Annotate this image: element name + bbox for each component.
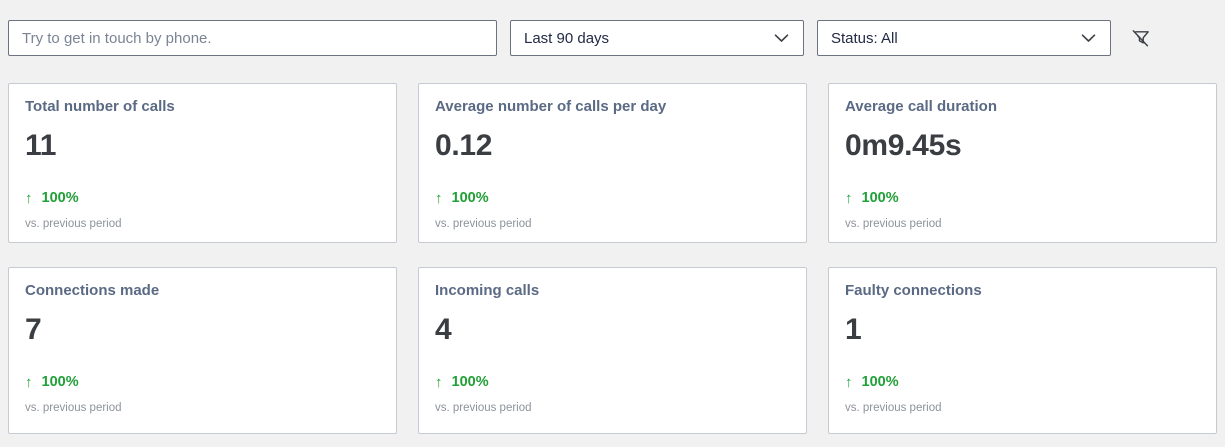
delta-value: 100% [861, 189, 899, 206]
comparison-note: vs. previous period [25, 401, 122, 414]
comparison-note: vs. previous period [435, 217, 532, 230]
card-delta: ↑ 100% [845, 190, 1200, 208]
stats-grid: Total number of calls 11 ↑ 100% vs. prev… [0, 83, 1225, 434]
comparison-note: vs. previous period [845, 217, 942, 230]
card-value: 7 [25, 313, 42, 346]
trend-up-icon: ↑ [25, 189, 33, 207]
card-title: Incoming calls [435, 282, 540, 299]
comparison-note: vs. previous period [435, 401, 532, 414]
chevron-down-icon [1081, 33, 1096, 42]
delta-value: 100% [451, 189, 489, 206]
card-delta: ↑ 100% [435, 190, 790, 208]
trend-up-icon: ↑ [435, 373, 443, 391]
trend-up-icon: ↑ [845, 189, 853, 207]
delta-value: 100% [861, 373, 899, 390]
card-delta: ↑ 100% [25, 190, 380, 208]
trend-up-icon: ↑ [845, 373, 853, 391]
clear-filters-button[interactable] [1125, 23, 1156, 54]
trend-up-icon: ↑ [435, 189, 443, 207]
stat-card-total-calls: Total number of calls 11 ↑ 100% vs. prev… [8, 83, 397, 243]
stat-card-connections-made: Connections made 7 ↑ 100% vs. previous p… [8, 267, 397, 434]
search-input[interactable] [8, 20, 497, 56]
card-title: Faulty connections [845, 282, 982, 299]
trend-up-icon: ↑ [25, 373, 33, 391]
card-value: 11 [25, 129, 57, 162]
card-delta: ↑ 100% [25, 374, 380, 392]
status-select[interactable]: Status: All [817, 20, 1111, 56]
card-title: Average number of calls per day [435, 98, 667, 115]
delta-value: 100% [41, 373, 79, 390]
card-value: 0.12 [435, 129, 493, 162]
delta-value: 100% [41, 189, 79, 206]
delta-value: 100% [451, 373, 489, 390]
period-select[interactable]: Last 90 days [510, 20, 804, 56]
comparison-note: vs. previous period [25, 217, 122, 230]
card-value: 1 [845, 313, 862, 346]
stat-card-faulty-connections: Faulty connections 1 ↑ 100% vs. previous… [828, 267, 1217, 434]
period-select-value: Last 90 days [524, 29, 610, 47]
status-select-value: Status: All [831, 29, 898, 47]
stat-card-avg-calls-per-day: Average number of calls per day 0.12 ↑ 1… [418, 83, 807, 243]
card-delta: ↑ 100% [435, 374, 790, 392]
card-title: Connections made [25, 282, 160, 299]
card-value: 0m9.45s [845, 129, 962, 162]
chevron-down-icon [774, 33, 789, 42]
card-value: 4 [435, 313, 452, 346]
card-title: Average call duration [845, 98, 997, 115]
filter-toolbar: Last 90 days Status: All [0, 0, 1225, 56]
stat-card-incoming-calls: Incoming calls 4 ↑ 100% vs. previous per… [418, 267, 807, 434]
filter-off-icon [1132, 29, 1149, 47]
card-title: Total number of calls [25, 98, 175, 115]
card-delta: ↑ 100% [845, 374, 1200, 392]
comparison-note: vs. previous period [845, 401, 942, 414]
stat-card-avg-call-duration: Average call duration 0m9.45s ↑ 100% vs.… [828, 83, 1217, 243]
